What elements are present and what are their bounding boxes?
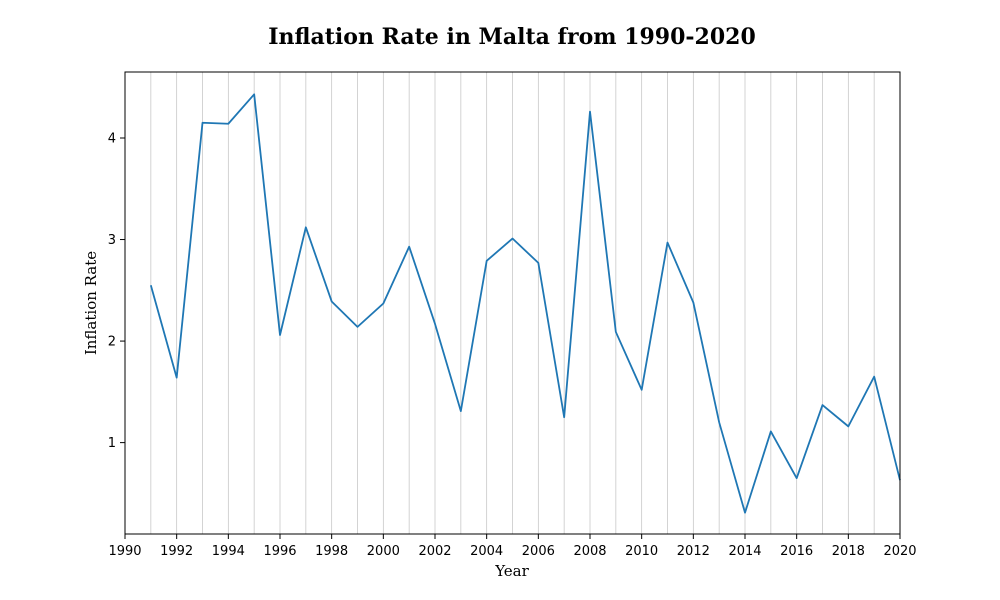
y-tick-label-4: 4 — [108, 132, 116, 147]
x-tick-label-1994: 1994 — [212, 544, 245, 559]
x-tick-label-2012: 2012 — [677, 544, 710, 559]
y-tick-label-1: 1 — [108, 436, 116, 451]
x-tick-label-1990: 1990 — [108, 544, 141, 559]
y-axis-label: Inflation Rate — [82, 251, 100, 355]
x-tick-label-2008: 2008 — [573, 544, 606, 559]
x-tick-label-2020: 2020 — [883, 544, 916, 559]
y-axis-ticks: 1 2 3 4 — [108, 132, 125, 451]
x-tick-label-1998: 1998 — [315, 544, 348, 559]
y-tick-label-2: 2 — [108, 335, 116, 350]
x-axis-ticks: 1990 1992 1994 1996 1998 2000 2002 2004 2006 2008… — [108, 534, 917, 559]
x-tick-label-2000: 2000 — [367, 544, 400, 559]
series-line-0 — [149, 93, 901, 514]
plot-frame — [124, 71, 901, 535]
grid-lines — [150, 72, 875, 534]
series-layer — [149, 93, 901, 514]
x-tick-label-2006: 2006 — [522, 544, 555, 559]
x-tick-label-2014: 2014 — [728, 544, 761, 559]
x-tick-label-2018: 2018 — [832, 544, 865, 559]
x-tick-label-2016: 2016 — [780, 544, 813, 559]
y-tick-label-3: 3 — [108, 233, 116, 248]
x-axis-label: Year — [494, 562, 529, 580]
x-tick-label-1996: 1996 — [263, 544, 296, 559]
chart-title: Inflation Rate in Malta from 1990-2020 — [268, 24, 756, 50]
x-tick-label-2010: 2010 — [625, 544, 658, 559]
x-tick-label-2004: 2004 — [470, 544, 503, 559]
x-tick-label-2002: 2002 — [418, 544, 451, 559]
x-tick-label-1992: 1992 — [160, 544, 193, 559]
